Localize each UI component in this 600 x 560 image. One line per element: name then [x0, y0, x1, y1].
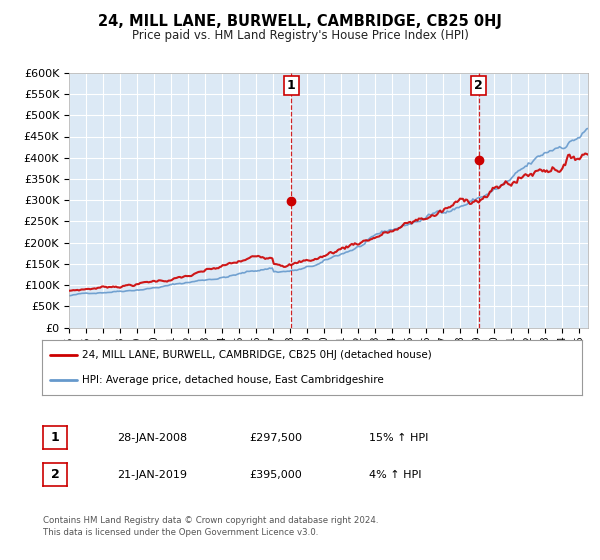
Text: 21-JAN-2019: 21-JAN-2019 [117, 470, 187, 480]
Text: £297,500: £297,500 [249, 433, 302, 443]
Text: 28-JAN-2008: 28-JAN-2008 [117, 433, 187, 443]
Text: 24, MILL LANE, BURWELL, CAMBRIDGE, CB25 0HJ (detached house): 24, MILL LANE, BURWELL, CAMBRIDGE, CB25 … [83, 350, 432, 360]
Text: 24, MILL LANE, BURWELL, CAMBRIDGE, CB25 0HJ: 24, MILL LANE, BURWELL, CAMBRIDGE, CB25 … [98, 14, 502, 29]
Text: HPI: Average price, detached house, East Cambridgeshire: HPI: Average price, detached house, East… [83, 375, 384, 385]
Text: 2: 2 [474, 79, 483, 92]
Text: £395,000: £395,000 [249, 470, 302, 480]
Text: Contains HM Land Registry data © Crown copyright and database right 2024.
This d: Contains HM Land Registry data © Crown c… [43, 516, 379, 537]
Text: 4% ↑ HPI: 4% ↑ HPI [369, 470, 421, 480]
Text: 15% ↑ HPI: 15% ↑ HPI [369, 433, 428, 443]
Text: 1: 1 [51, 431, 59, 444]
Text: Price paid vs. HM Land Registry's House Price Index (HPI): Price paid vs. HM Land Registry's House … [131, 29, 469, 42]
Text: 2: 2 [51, 468, 59, 481]
Text: 1: 1 [287, 79, 296, 92]
